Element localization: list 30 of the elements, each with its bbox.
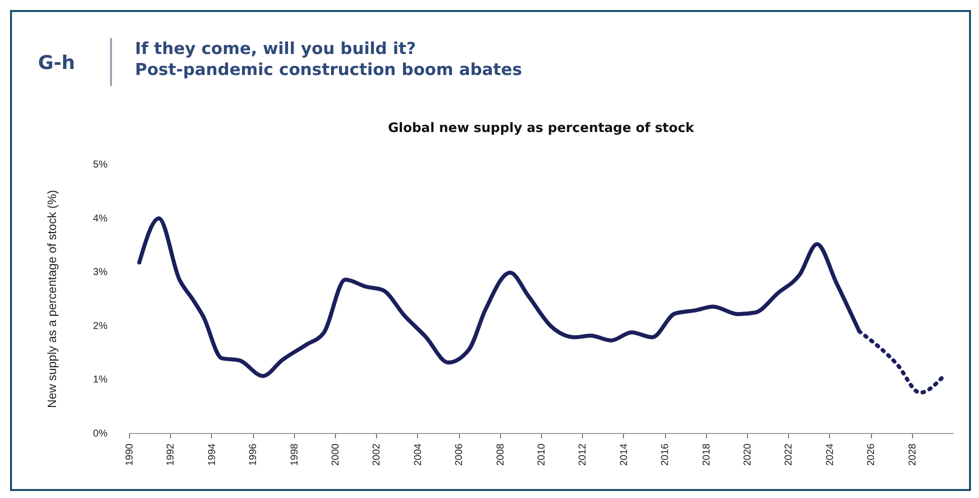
x-tick-label: 2016 — [660, 443, 672, 466]
x-tick-label: 2000 — [330, 443, 342, 466]
x-tick-label: 2002 — [372, 443, 383, 466]
x-tick-label: 2012 — [578, 443, 589, 466]
x-tick-label: 1998 — [289, 443, 300, 466]
chart-title: If they come, will you build it? Post-pandemic construction boom abates — [135, 38, 522, 80]
y-tick-label: 2% — [93, 320, 108, 332]
x-tick-label: 2008 — [495, 443, 506, 466]
x-tick-label: 1990 — [124, 443, 136, 466]
x-tick-label: 1994 — [206, 443, 218, 466]
y-tick-label: 1% — [93, 374, 108, 386]
x-tick-label: 2014 — [618, 443, 630, 466]
x-tick-label: 1996 — [248, 443, 260, 466]
x-tick-label: 2020 — [742, 443, 754, 466]
x-tick-label: 2018 — [701, 443, 712, 466]
x-tick-label: 2026 — [866, 443, 878, 466]
x-tick-label: 2006 — [454, 443, 466, 466]
x-tick-label: 1992 — [166, 443, 177, 466]
text: G-h — [38, 52, 76, 74]
y-tick-label: 3% — [93, 267, 108, 278]
y-tick-label: 5% — [93, 160, 108, 170]
chart-subtitle: Global new supply as percentage of stock — [388, 121, 694, 136]
y-tick-label: 4% — [93, 213, 108, 224]
x-tick-label: 2024 — [824, 443, 836, 466]
y-axis-title: New supply as a percentage of stock (%) — [45, 190, 60, 408]
x-tick-label: 2028 — [907, 443, 918, 466]
x-tick-label: 2022 — [784, 443, 795, 466]
y-tick-label: 0% — [93, 428, 108, 440]
x-tick-label: 2004 — [412, 443, 424, 466]
x-tick-label: 2010 — [536, 443, 548, 466]
